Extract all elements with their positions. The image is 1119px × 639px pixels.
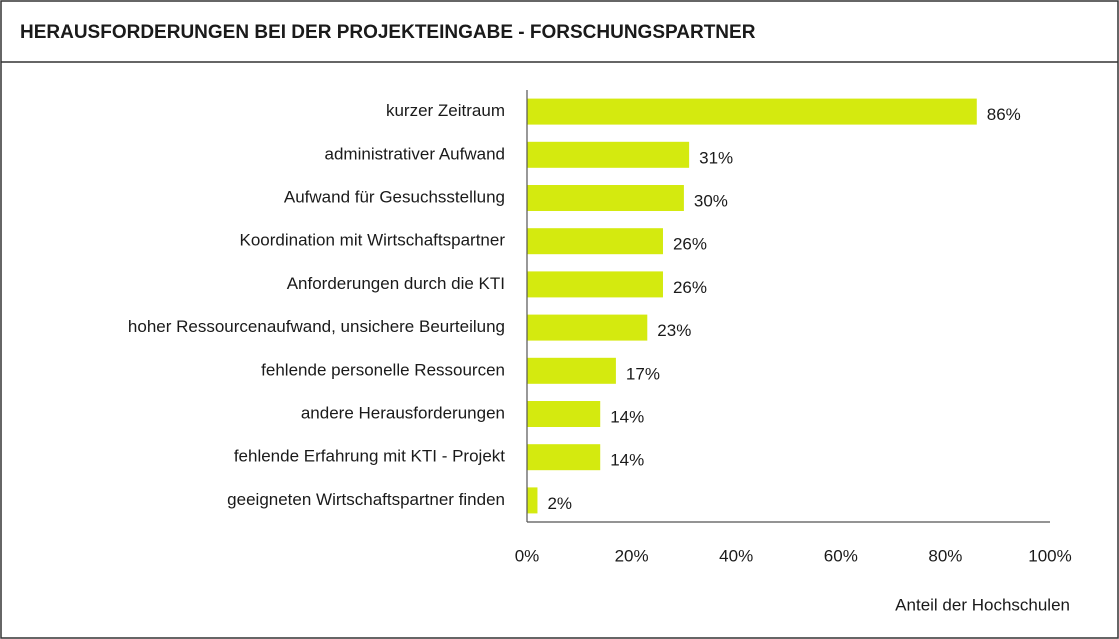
x-tick-label: 0%	[515, 546, 540, 565]
y-tick-label: andere Herausforderungen	[301, 403, 505, 422]
value-label: 17%	[626, 364, 660, 383]
y-tick-label: administrativer Aufwand	[325, 144, 505, 163]
y-tick-label: kurzer Zeitraum	[386, 101, 505, 120]
value-label: 30%	[694, 191, 728, 210]
value-label: 86%	[987, 105, 1021, 124]
x-tick-label: 100%	[1028, 546, 1071, 565]
y-tick-label: Aufwand für Gesuchsstellung	[284, 187, 505, 206]
y-tick-label: Koordination mit Wirtschaftspartner	[240, 231, 506, 250]
value-label: 14%	[610, 451, 644, 470]
bar	[527, 271, 663, 298]
value-label: 26%	[673, 278, 707, 297]
x-tick-label: 80%	[928, 546, 962, 565]
y-tick-label: Anforderungen durch die KTI	[287, 274, 505, 293]
value-label: 26%	[673, 235, 707, 254]
bar	[527, 487, 538, 514]
bar	[527, 357, 616, 384]
chart-title: HERAUSFORDERUNGEN BEI DER PROJEKTEINGABE…	[20, 22, 756, 43]
value-label: 23%	[657, 321, 691, 340]
bar	[527, 141, 690, 168]
bar	[527, 185, 684, 211]
value-label: 31%	[699, 148, 733, 167]
x-tick-label: 20%	[615, 546, 649, 565]
x-tick-label: 40%	[719, 546, 753, 565]
y-tick-label: hoher Ressourcenaufwand, unsichere Beurt…	[128, 317, 505, 336]
y-tick-label: geeigneten Wirtschaftspartner finden	[227, 490, 505, 509]
x-axis-title: Anteil der Hochschulen	[895, 595, 1070, 614]
bar	[527, 444, 601, 471]
y-tick-label: fehlende Erfahrung mit KTI - Projekt	[234, 447, 505, 466]
bar	[527, 401, 601, 427]
bar	[527, 98, 977, 125]
x-tick-label: 60%	[824, 546, 858, 565]
y-tick-label: fehlende personelle Ressourcen	[261, 360, 505, 379]
value-label: 14%	[610, 407, 644, 426]
bar	[527, 228, 663, 255]
bar	[527, 314, 648, 341]
value-label: 2%	[547, 494, 572, 513]
